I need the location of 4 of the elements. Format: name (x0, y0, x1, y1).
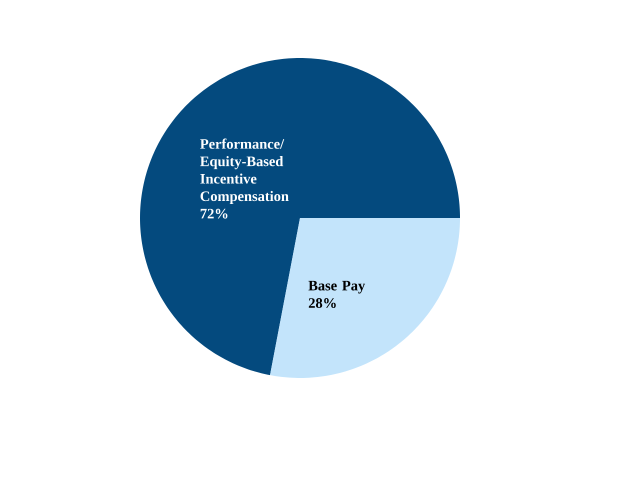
slice-label: Base Pay (308, 280, 366, 294)
slice-label: Performance/ Equity-Based Incentive Compensation (200, 138, 289, 204)
data-label: 72% (200, 208, 228, 219)
data-label: 28% (308, 298, 336, 308)
